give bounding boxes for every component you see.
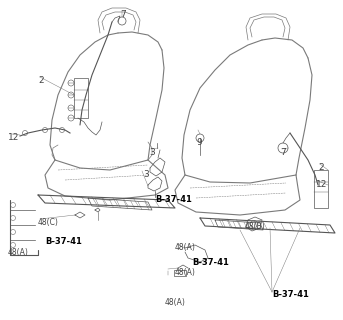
Text: 3: 3 [149,148,155,157]
Text: 48(A): 48(A) [165,298,186,307]
Text: 48(A): 48(A) [8,248,29,257]
Text: 9: 9 [196,138,202,147]
Bar [314,170,328,208]
Text: B-37-41: B-37-41 [272,290,309,299]
Text: 48(A): 48(A) [175,268,196,277]
Text: 12: 12 [316,180,327,189]
Text: 3: 3 [143,170,149,179]
Text: 48(B): 48(B) [245,222,266,231]
Text: 12: 12 [8,133,19,142]
Text: B-37-41: B-37-41 [192,258,229,267]
Text: 48(A): 48(A) [175,243,196,252]
Text: B-37-41: B-37-41 [155,195,192,204]
Text: 7: 7 [280,148,286,157]
Bar [74,78,88,118]
Text: 2: 2 [318,163,324,172]
Bar [174,270,186,276]
Text: 2: 2 [38,76,44,85]
Text: 7: 7 [120,10,126,19]
Text: 48(C): 48(C) [38,218,59,227]
Text: B-37-41: B-37-41 [45,237,82,246]
